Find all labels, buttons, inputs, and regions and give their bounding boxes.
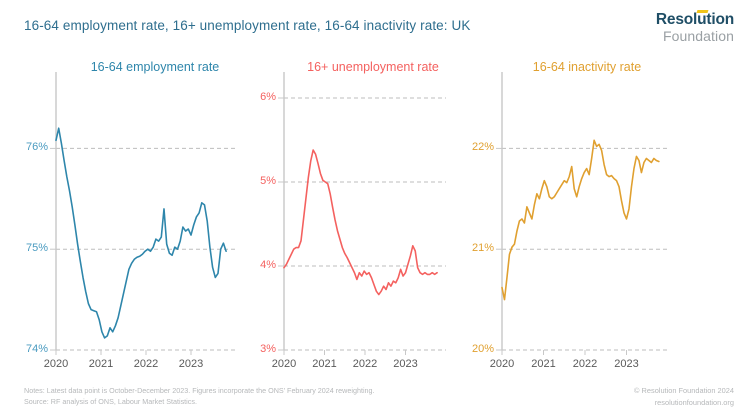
chart-panel-inactivity: 16-64 inactivity rate 20% 21% 22% 2020 2021 2… bbox=[462, 52, 684, 370]
panel-title-inactivity: 16-64 inactivity rate bbox=[532, 60, 642, 74]
footer-notes-line1: Notes: Latest data point is October-Dece… bbox=[24, 386, 375, 396]
x-axis-label: 2020 bbox=[271, 358, 297, 370]
x-axis-label: 2022 bbox=[133, 358, 159, 370]
resolution-foundation-logo: Resolution Foundation bbox=[655, 10, 734, 44]
x-axis-label: 2021 bbox=[531, 358, 556, 370]
plot-area-employment bbox=[50, 72, 236, 355]
data-line bbox=[283, 149, 438, 296]
logo-primary-text: Resolution bbox=[655, 10, 734, 28]
logo-primary-label: Resolution bbox=[655, 11, 734, 28]
y-axis-label: 75% bbox=[25, 242, 48, 255]
plot-area-inactivity bbox=[496, 72, 668, 355]
panel-title-unemployment: 16+ unemployment rate bbox=[307, 60, 439, 74]
y-axis-label: 5% bbox=[260, 175, 276, 187]
chart-panel-employment: 16-64 employment rate 74% 75% 76% 2020 2021 2… bbox=[10, 52, 248, 370]
y-axis-label: 76% bbox=[25, 141, 48, 154]
page-title: 16-64 employment rate, 16+ unemployment … bbox=[24, 18, 471, 33]
panel-title-employment: 16-64 employment rate bbox=[90, 60, 220, 74]
plot-area-unemployment bbox=[278, 72, 446, 355]
x-axis-label: 2022 bbox=[352, 358, 378, 370]
logo-accent-mark bbox=[696, 10, 709, 13]
x-axis-label: 2022 bbox=[572, 358, 598, 370]
x-axis-label: 2020 bbox=[43, 358, 69, 370]
chart-header: 16-64 employment rate, 16+ unemployment … bbox=[0, 0, 750, 48]
x-axis-label: 2023 bbox=[614, 358, 639, 370]
data-line bbox=[55, 127, 227, 339]
footer-website: resolutionfoundation.org bbox=[654, 397, 734, 407]
footer-notes: Notes: Latest data point is October-Dece… bbox=[24, 386, 375, 408]
x-axis-label: 2023 bbox=[393, 358, 418, 370]
y-axis-label: 6% bbox=[260, 91, 276, 103]
x-axis-label: 2023 bbox=[178, 358, 204, 370]
x-axis-label: 2020 bbox=[489, 358, 515, 370]
footer-copyright: © Resolution Foundation 2024 bbox=[634, 386, 734, 396]
y-axis-label: 20% bbox=[471, 343, 494, 355]
y-axis-label: 4% bbox=[260, 259, 276, 271]
logo-secondary-label: Foundation bbox=[662, 27, 734, 44]
y-axis-label: 21% bbox=[471, 242, 494, 255]
chart-panel-unemployment: 16+ unemployment rate 3% 4% 5% 6% 2020 2021 20… bbox=[248, 52, 462, 370]
y-axis-label: 74% bbox=[25, 343, 48, 355]
footer-credit: © Resolution Foundation 2024 resolutionf… bbox=[634, 385, 734, 408]
y-axis-label: 22% bbox=[471, 141, 494, 154]
y-axis-label: 3% bbox=[260, 343, 276, 355]
data-line bbox=[501, 139, 660, 301]
footer-notes-line2: Source: RF analysis of ONS, Labour Marke… bbox=[24, 397, 197, 407]
x-axis-label: 2021 bbox=[88, 358, 114, 370]
x-axis-label: 2021 bbox=[312, 358, 337, 370]
